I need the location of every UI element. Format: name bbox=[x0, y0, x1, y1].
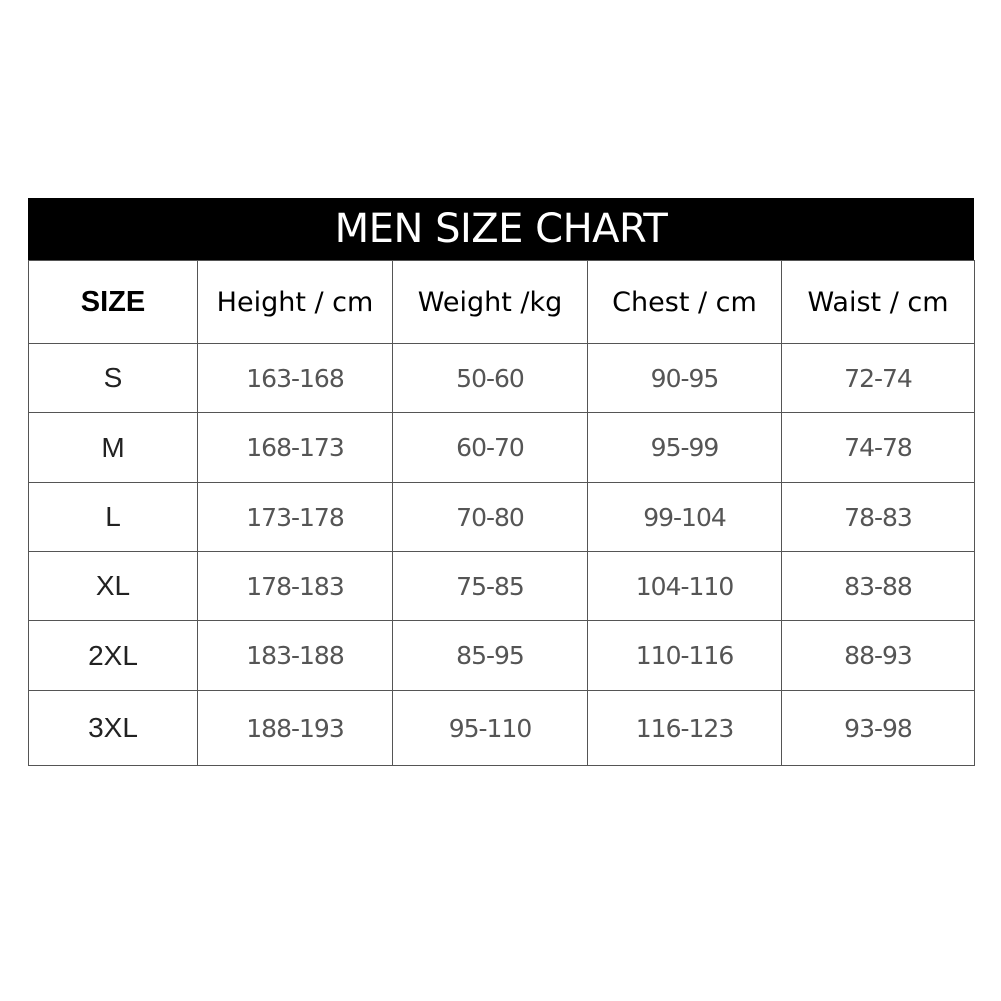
column-header: SIZE bbox=[28, 260, 198, 344]
measure-cell: 188-193 bbox=[197, 690, 393, 766]
size-cell: M bbox=[28, 412, 198, 483]
measure-cell: 75-85 bbox=[392, 551, 588, 621]
table-row: S 163-168 50-60 90-95 72-74 bbox=[28, 343, 975, 413]
measure-cell: 116-123 bbox=[587, 690, 782, 766]
measure-cell: 110-116 bbox=[587, 620, 782, 691]
size-table: SIZE Height / cm Weight /kg Chest / cm Waist… bbox=[28, 260, 975, 766]
size-cell: 3XL bbox=[28, 690, 198, 766]
measure-cell: 74-78 bbox=[781, 412, 975, 483]
measure-cell: 88-93 bbox=[781, 620, 975, 691]
measure-cell: 178-183 bbox=[197, 551, 393, 621]
table-row: 3XL 188-193 95-110 116-123 93-98 bbox=[28, 690, 975, 766]
measure-cell: 90-95 bbox=[587, 343, 782, 413]
column-header: Chest / cm bbox=[587, 260, 782, 344]
table-row: L 173-178 70-80 99-104 78-83 bbox=[28, 482, 975, 552]
table-row: 2XL 183-188 85-95 110-116 88-93 bbox=[28, 620, 975, 691]
measure-cell: 50-60 bbox=[392, 343, 588, 413]
header-row: SIZE Height / cm Weight /kg Chest / cm Waist… bbox=[28, 260, 975, 344]
size-cell: S bbox=[28, 343, 198, 413]
measure-cell: 93-98 bbox=[781, 690, 975, 766]
measure-cell: 183-188 bbox=[197, 620, 393, 691]
column-header: Waist / cm bbox=[781, 260, 975, 344]
table-row: XL 178-183 75-85 104-110 83-88 bbox=[28, 551, 975, 621]
measure-cell: 72-74 bbox=[781, 343, 975, 413]
size-cell: 2XL bbox=[28, 620, 198, 691]
measure-cell: 95-99 bbox=[587, 412, 782, 483]
table-row: M 168-173 60-70 95-99 74-78 bbox=[28, 412, 975, 483]
measure-cell: 85-95 bbox=[392, 620, 588, 691]
measure-cell: 168-173 bbox=[197, 412, 393, 483]
chart-title: MEN SIZE CHART bbox=[28, 198, 974, 260]
measure-cell: 163-168 bbox=[197, 343, 393, 413]
size-cell: L bbox=[28, 482, 198, 552]
size-cell: XL bbox=[28, 551, 198, 621]
size-chart: MEN SIZE CHART SIZE Height / cm Weight /kg… bbox=[28, 198, 975, 766]
measure-cell: 60-70 bbox=[392, 412, 588, 483]
measure-cell: 99-104 bbox=[587, 482, 782, 552]
measure-cell: 70-80 bbox=[392, 482, 588, 552]
measure-cell: 95-110 bbox=[392, 690, 588, 766]
measure-cell: 78-83 bbox=[781, 482, 975, 552]
measure-cell: 104-110 bbox=[587, 551, 782, 621]
measure-cell: 173-178 bbox=[197, 482, 393, 552]
column-header: Height / cm bbox=[197, 260, 393, 344]
measure-cell: 83-88 bbox=[781, 551, 975, 621]
column-header: Weight /kg bbox=[392, 260, 588, 344]
